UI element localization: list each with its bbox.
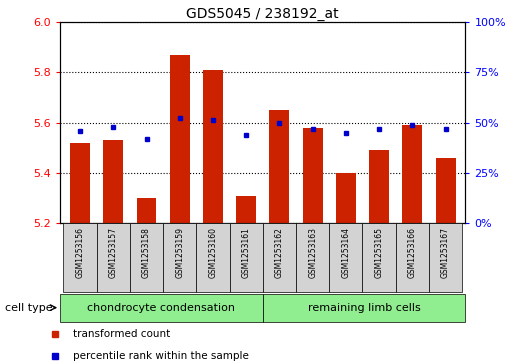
Bar (196, 223, 230, 292)
Bar (303, 127, 323, 223)
Text: chondrocyte condensation: chondrocyte condensation (87, 303, 235, 313)
Bar (104, 140, 123, 223)
Bar (203, 70, 223, 223)
Bar (170, 54, 190, 223)
Bar (63, 223, 97, 292)
Bar (362, 223, 396, 292)
Bar (296, 223, 329, 292)
Bar (97, 223, 130, 292)
Text: GSM1253161: GSM1253161 (242, 227, 251, 278)
Bar (263, 223, 296, 292)
Text: transformed count: transformed count (73, 329, 170, 339)
Bar (70, 143, 90, 223)
Text: percentile rank within the sample: percentile rank within the sample (73, 351, 249, 361)
Title: GDS5045 / 238192_at: GDS5045 / 238192_at (187, 7, 339, 21)
Bar (60, 294, 263, 322)
Text: GSM1253166: GSM1253166 (408, 227, 417, 278)
Bar (369, 150, 389, 223)
Text: GSM1253157: GSM1253157 (109, 227, 118, 278)
Bar (230, 223, 263, 292)
Bar (336, 173, 356, 223)
Bar (436, 158, 456, 223)
Text: GSM1253167: GSM1253167 (441, 227, 450, 278)
Text: GSM1253162: GSM1253162 (275, 227, 284, 278)
Bar (137, 198, 156, 223)
Text: cell type: cell type (5, 303, 53, 313)
Text: GSM1253163: GSM1253163 (308, 227, 317, 278)
Bar (130, 223, 163, 292)
Bar (236, 196, 256, 223)
Bar (396, 223, 429, 292)
Text: remaining limb cells: remaining limb cells (308, 303, 420, 313)
Bar (163, 223, 196, 292)
Text: GSM1253158: GSM1253158 (142, 227, 151, 278)
Bar (429, 223, 462, 292)
Bar (402, 125, 422, 223)
Text: GSM1253165: GSM1253165 (374, 227, 383, 278)
Bar (269, 110, 289, 223)
Bar (263, 294, 465, 322)
Bar (329, 223, 362, 292)
Text: GSM1253159: GSM1253159 (175, 227, 184, 278)
Text: GSM1253164: GSM1253164 (342, 227, 350, 278)
Text: GSM1253160: GSM1253160 (209, 227, 218, 278)
Text: GSM1253156: GSM1253156 (76, 227, 85, 278)
